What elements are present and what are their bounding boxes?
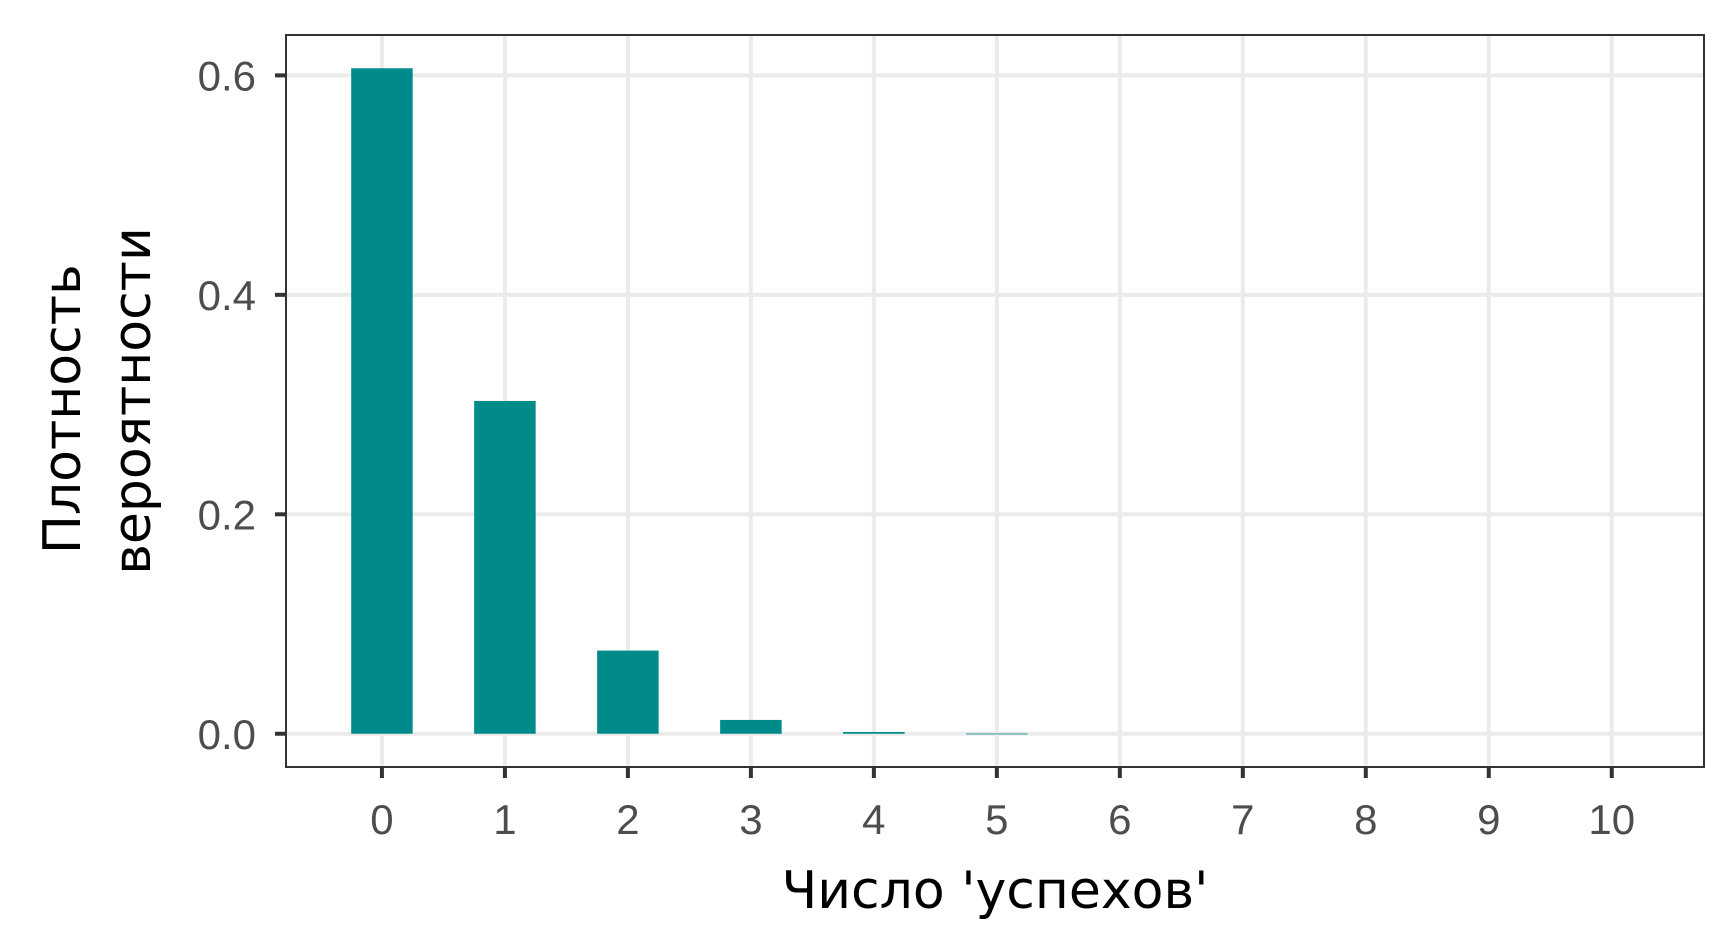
- bar-3: [720, 720, 781, 734]
- y-tick-label: 0.4: [198, 272, 256, 319]
- y-axis-title-line-2: вероятности: [103, 227, 163, 575]
- y-tick-label: 0.2: [198, 491, 256, 538]
- x-tick-label: 4: [862, 796, 885, 843]
- y-tick-label: 0.0: [198, 711, 256, 758]
- y-axis-title-line-1: Плотность: [33, 264, 93, 554]
- x-tick-label: 5: [985, 796, 1008, 843]
- x-axis-title: Число 'успехов': [782, 861, 1209, 921]
- x-tick-label: 0: [370, 796, 393, 843]
- x-tick-label: 10: [1588, 796, 1635, 843]
- x-tick-label: 1: [493, 796, 516, 843]
- x-tick-label: 9: [1477, 796, 1500, 843]
- bar-0: [351, 68, 412, 734]
- x-tick-label: 2: [616, 796, 639, 843]
- x-tick-label: 6: [1108, 796, 1131, 843]
- x-tick-label: 8: [1354, 796, 1377, 843]
- x-tick-label: 3: [739, 796, 762, 843]
- bar-1: [474, 401, 535, 734]
- x-tick-label: 7: [1231, 796, 1254, 843]
- y-tick-label: 0.6: [198, 52, 256, 99]
- bar-2: [597, 651, 658, 734]
- bar-4: [843, 732, 904, 734]
- bar-5: [966, 734, 1027, 735]
